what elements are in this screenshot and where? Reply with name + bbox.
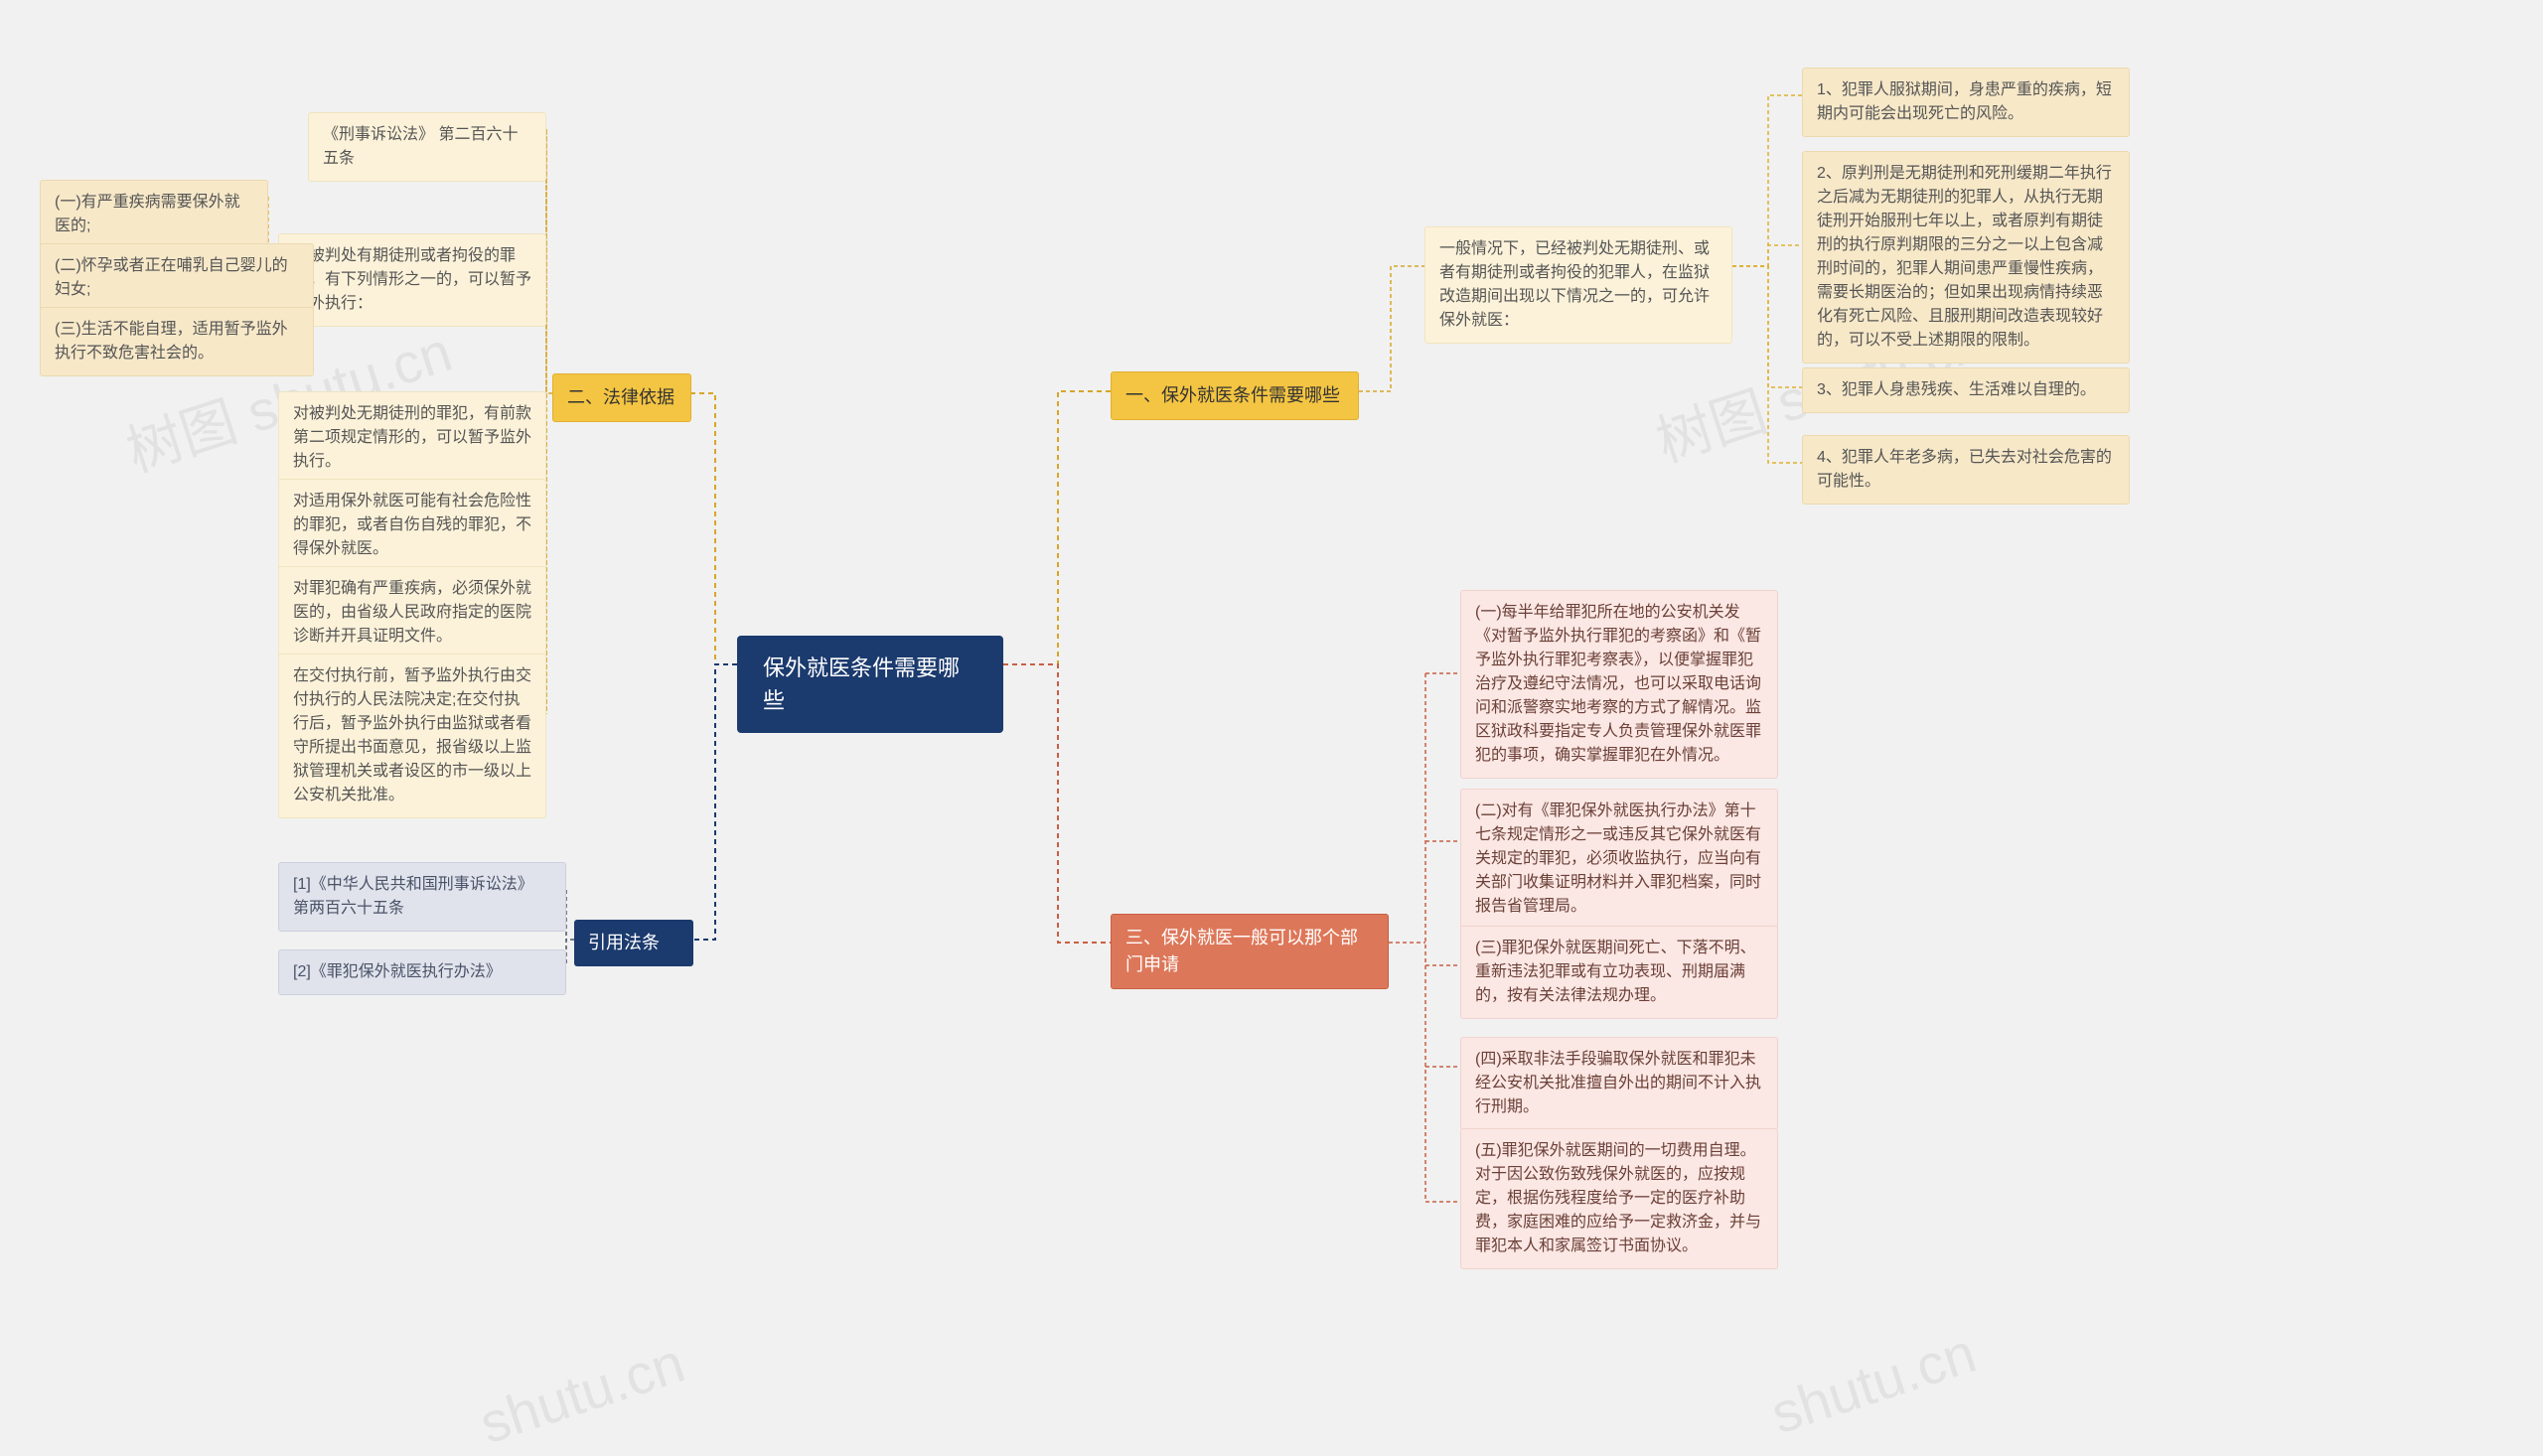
branch-conditions[interactable]: 一、保外就医条件需要哪些 — [1111, 371, 1359, 420]
b2-article[interactable]: 《刑事诉讼法》 第二百六十五条 — [308, 112, 546, 182]
center-topic[interactable]: 保外就医条件需要哪些 — [737, 636, 1003, 733]
b2-c2a[interactable]: (一)有严重疾病需要保外就医的; — [40, 180, 268, 249]
b3-c3[interactable]: (三)罪犯保外就医期间死亡、下落不明、重新违法犯罪或有立功表现、刑期届满的，按有… — [1460, 926, 1778, 1019]
b2-c4[interactable]: 对适用保外就医可能有社会危险性的罪犯，或者自伤自残的罪犯，不得保外就医。 — [278, 479, 546, 572]
b2-c3[interactable]: 对被判处无期徒刑的罪犯，有前款第二项规定情形的，可以暂予监外执行。 — [278, 391, 546, 485]
b2-c2c[interactable]: (三)生活不能自理，适用暂予监外执行不致危害社会的。 — [40, 307, 314, 376]
b2-c2[interactable]: 对被判处有期徒刑或者拘役的罪犯，有下列情形之一的，可以暂予监外执行： — [278, 233, 546, 327]
b1-item-1[interactable]: 1、犯罪人服狱期间，身患严重的疾病，短期内可能会出现死亡的风险。 — [1802, 68, 2130, 137]
b1-item-3[interactable]: 3、犯罪人身患残疾、生活难以自理的。 — [1802, 367, 2130, 413]
branch-legal-basis[interactable]: 二、法律依据 — [552, 373, 691, 422]
b4-c1[interactable]: [1]《中华人民共和国刑事诉讼法》 第两百六十五条 — [278, 862, 566, 932]
b2-c6[interactable]: 在交付执行前，暂予监外执行由交付执行的人民法院决定;在交付执行后，暂予监外执行由… — [278, 654, 546, 818]
b3-c1[interactable]: (一)每半年给罪犯所在地的公安机关发《对暂予监外执行罪犯的考察函》和《暂予监外执… — [1460, 590, 1778, 779]
b1-item-4[interactable]: 4、犯罪人年老多病，已失去对社会危害的可能性。 — [1802, 435, 2130, 505]
watermark: shutu.cn — [1763, 1320, 1983, 1446]
b2-c5[interactable]: 对罪犯确有严重疾病，必须保外就医的，由省级人民政府指定的医院诊断并开具证明文件。 — [278, 566, 546, 659]
b4-c2[interactable]: [2]《罪犯保外就医执行办法》 — [278, 949, 566, 995]
b3-c4[interactable]: (四)采取非法手段骗取保外就医和罪犯未经公安机关批准擅自外出的期间不计入执行刑期… — [1460, 1037, 1778, 1130]
b1-item-2[interactable]: 2、原判刑是无期徒刑和死刑缓期二年执行之后减为无期徒刑的犯罪人，从执行无期徒刑开… — [1802, 151, 2130, 364]
b1-general[interactable]: 一般情况下，已经被判处无期徒刑、或者有期徒刑或者拘役的犯罪人，在监狱改造期间出现… — [1424, 226, 1732, 344]
branch-department[interactable]: 三、保外就医一般可以那个部门申请 — [1111, 914, 1389, 989]
branch-references[interactable]: 引用法条 — [574, 920, 693, 966]
b2-c2b[interactable]: (二)怀孕或者正在哺乳自己婴儿的妇女; — [40, 243, 314, 313]
b3-c5[interactable]: (五)罪犯保外就医期间的一切费用自理。对于因公致伤致残保外就医的，应按规定，根据… — [1460, 1128, 1778, 1269]
watermark: shutu.cn — [472, 1330, 691, 1456]
b3-c2[interactable]: (二)对有《罪犯保外就医执行办法》第十七条规定情形之一或违反其它保外就医有关规定… — [1460, 789, 1778, 930]
